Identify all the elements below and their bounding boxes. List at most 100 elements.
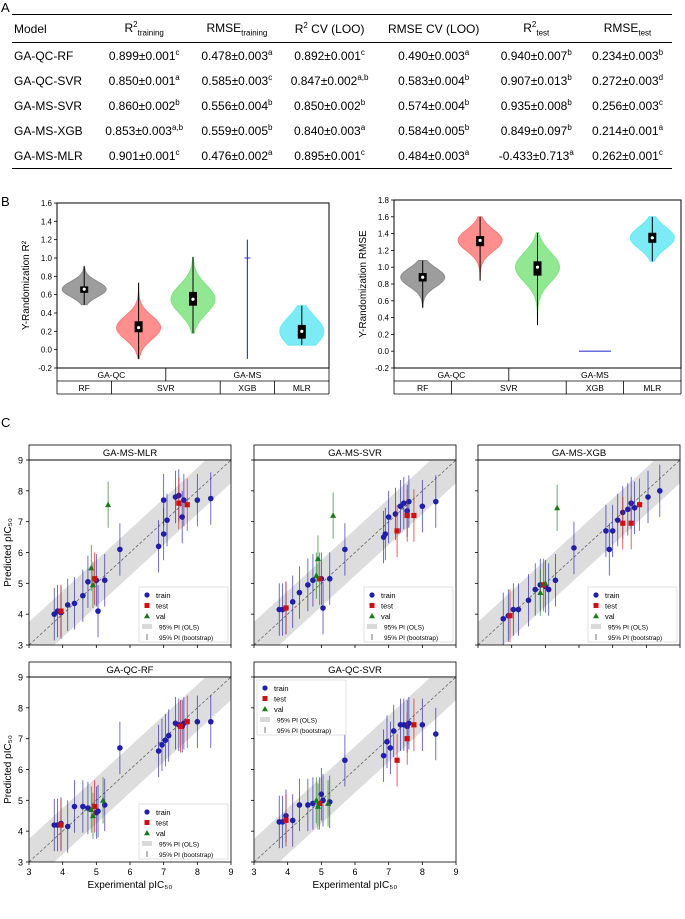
cell-significance: b (567, 123, 572, 133)
table-row: GA-MS-MLR 0.901±0.001c 0.476±0.002a 0.895±0… (12, 143, 672, 170)
table-cell: 0.476±0.002a (192, 143, 282, 170)
violin-chart-r2: -0.2 0.0 0.2 0.4 0.6 0.8 1.0 1.2 1.4 1.6 Y-Randomi… (21, 199, 330, 395)
results-table: Model R2training RMSEtraining R2 CV (LOO) RM… (12, 13, 672, 170)
cell-value: 0.559±0.005 (201, 124, 268, 139)
legend-box (138, 803, 229, 860)
train-point (289, 599, 296, 605)
test-point (58, 822, 64, 828)
header-text: R (523, 21, 532, 35)
test-point (92, 576, 98, 582)
y-tick-label: 8 (18, 486, 23, 496)
table-body: GA-QC-RF 0.899±0.001c 0.478±0.003a 0.892±0.… (12, 43, 672, 170)
cell-significance: c (360, 48, 365, 58)
header-sub: test (638, 27, 652, 37)
table-header-5: R2test (489, 13, 583, 44)
cell-significance: b (464, 73, 470, 83)
table-cell: 0.940±0.007b (490, 43, 583, 69)
table-header-0: Model (12, 13, 96, 44)
table-cell: 0.490±0.003a (378, 43, 490, 69)
y-tick-label: 1.0 (378, 263, 390, 272)
x-tick-label: 5 (319, 867, 324, 877)
train-point (310, 577, 316, 584)
x-tick-label: 9 (228, 867, 233, 877)
cell-significance: b (464, 98, 470, 108)
table-cell: 0.583±0.004b (378, 68, 490, 93)
train-point (162, 737, 169, 744)
cell-value: 0.214±0.001 (591, 124, 659, 139)
train-point (85, 578, 91, 585)
cell-significance: c (658, 98, 663, 108)
test-point (628, 520, 634, 526)
model-label: MLR (293, 383, 311, 393)
table-cell: 0.899±0.001c (96, 43, 192, 69)
violin-ga-qc-rf (400, 260, 446, 308)
legend-label: train (156, 808, 171, 817)
violin-median-dot (137, 326, 141, 330)
legend-label: 95% PI (OLS) (159, 625, 199, 632)
train-point (165, 732, 172, 739)
test-point (404, 512, 410, 519)
y-tick-label: -0.2 (375, 364, 389, 373)
val-point (537, 589, 544, 595)
header-text: RMSE CV (LOO) (388, 21, 480, 36)
group-label: GA-MS (233, 370, 261, 380)
table-cell: 0.584±0.005b (378, 118, 490, 143)
val-point (325, 800, 332, 806)
train-point (160, 531, 167, 537)
test-point (394, 528, 400, 534)
header-text: R (124, 21, 134, 35)
y-tick-label: 0.4 (41, 309, 53, 318)
legend-label: 95% PI (OLS) (608, 625, 648, 632)
y-axis-label: Predicted pIC₅₀ (3, 518, 14, 587)
legend-swatch-test (369, 603, 375, 608)
violin-median-dot (82, 287, 86, 291)
header-sub: test (536, 28, 550, 38)
table-header-4: RMSE CV (LOO) (377, 13, 490, 44)
table-cell: 0.850±0.001a (96, 68, 192, 93)
header-sup: 2 (303, 21, 308, 31)
group-label: GA-QC (437, 370, 465, 380)
violin-median-dot (478, 238, 482, 242)
y-tick-label: 3 (18, 641, 23, 651)
legend-swatch-val (593, 613, 599, 619)
legend-box (256, 679, 347, 736)
cell-value: -0.433±0.713 (498, 149, 570, 164)
model-label: SVR (500, 383, 517, 393)
cell-significance: a (268, 48, 273, 58)
train-point (117, 745, 123, 751)
cell-significance: b (268, 98, 273, 108)
train-point (85, 805, 91, 811)
cell-value: 0.847±0.002 (290, 74, 358, 89)
cell-value: 0.574±0.004 (398, 99, 465, 114)
cell-value: 0.895±0.001 (294, 149, 361, 164)
val-point (88, 806, 95, 812)
train-point (95, 608, 101, 614)
identity-line (253, 676, 457, 863)
y-tick-label: 1.0 (41, 254, 53, 263)
table-cell: 0.574±0.004b (378, 93, 490, 118)
train-point (384, 738, 390, 745)
legend-swatch-train (593, 592, 599, 598)
train-point (510, 606, 517, 613)
x-tick-label: 9 (453, 867, 458, 877)
test-point (411, 722, 417, 728)
table-cell: 0.895±0.001c (281, 143, 378, 170)
test-point (317, 576, 323, 582)
violin-ga-ms-xgb (244, 239, 251, 359)
identity-line (28, 676, 232, 863)
cell-value: 0.272±0.003 (591, 74, 659, 89)
x-tick-label: 6 (352, 867, 357, 877)
violin-ga-qc-svr (457, 216, 503, 281)
train-point (380, 752, 387, 759)
violin-median-dot (300, 329, 304, 333)
test-point (637, 502, 643, 508)
train-point (382, 531, 389, 537)
x-tick-label: 4 (285, 867, 290, 877)
test-point (58, 608, 64, 614)
test-point (404, 736, 410, 742)
legend-label: val (156, 612, 166, 621)
plot-frame (56, 202, 330, 369)
model-name-cell: GA-MS-MLR (12, 143, 96, 170)
legend-label: 95% PI (bootstrap) (384, 635, 438, 642)
